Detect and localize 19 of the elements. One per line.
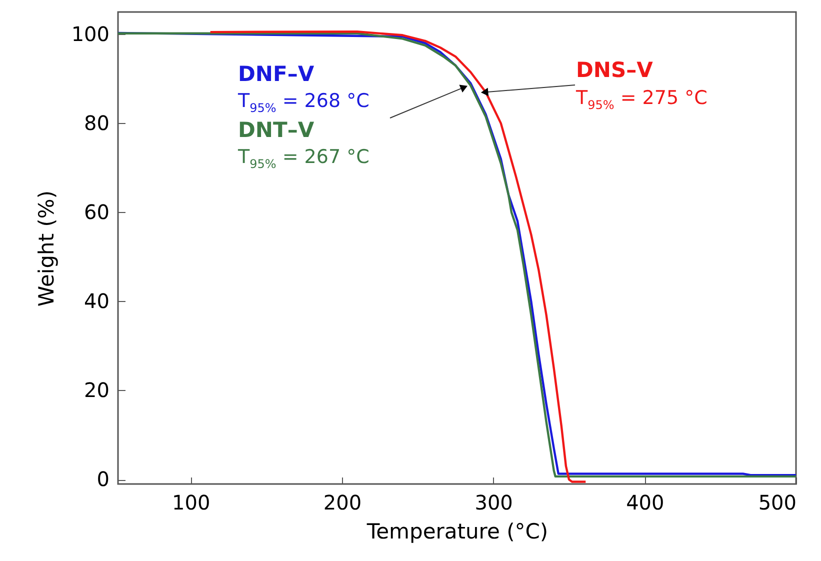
annotation: T$_{95%}$ = 267 °C <box>238 146 370 171</box>
y-axis-title: Weight (%) <box>34 190 58 307</box>
series-label: DNF–V <box>238 62 314 86</box>
y-tick-label: 60 <box>84 200 110 224</box>
y-tick-label: 40 <box>84 288 110 313</box>
x-tick-label: 500 <box>758 490 796 514</box>
x-axis-title: Temperature (°C) <box>366 520 548 544</box>
y-tick-label: 80 <box>84 110 110 135</box>
x-tick-label: 400 <box>626 490 664 514</box>
text: DNT–V <box>238 118 314 142</box>
y-tick-label: 100 <box>71 22 110 46</box>
x-tick-label: 100 <box>172 490 210 514</box>
annotation: T$_{95%}$ = 268 °C <box>238 90 370 115</box>
x-tick-label: 200 <box>323 490 362 514</box>
x-tick-label: 300 <box>474 490 513 514</box>
y-tick-label: 0 <box>96 467 110 492</box>
annotation: T$_{95%}$ = 275 °C <box>576 87 708 112</box>
text: DNS–V <box>576 58 653 82</box>
y-tick-label: 20 <box>84 378 110 402</box>
